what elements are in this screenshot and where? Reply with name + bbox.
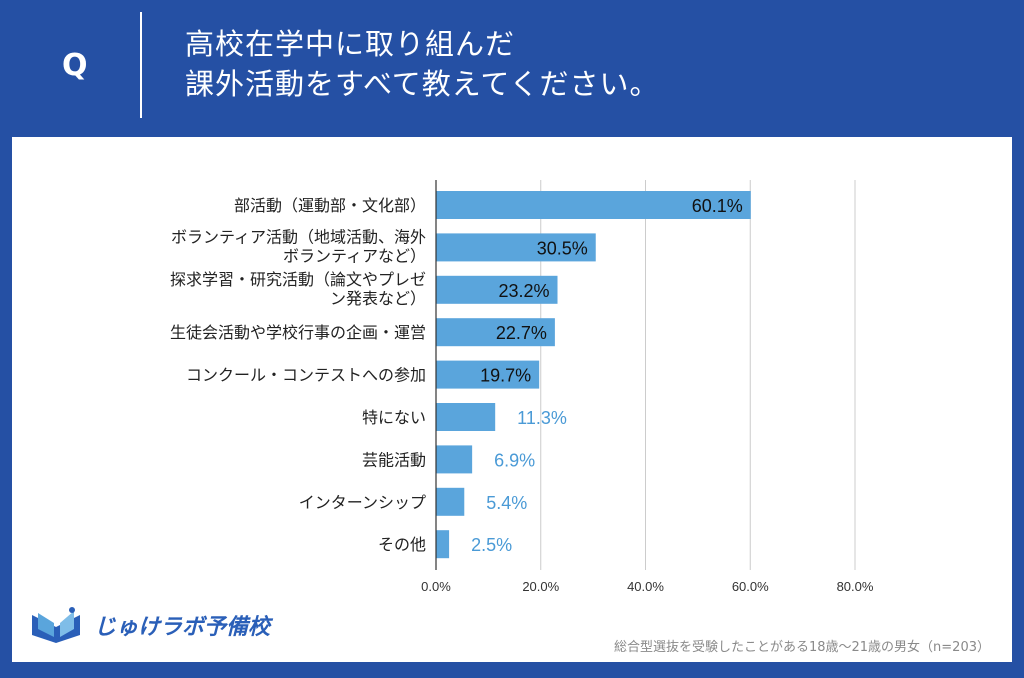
tick-label: 0.0% [421, 579, 451, 594]
bar [436, 275, 558, 304]
category-label: 特にない [362, 408, 426, 427]
divider [140, 12, 142, 118]
data-label: 30.5% [537, 238, 588, 258]
tick-label: 60.0% [732, 579, 769, 594]
category-label: ボランティア活動（地域活動、海外 [171, 227, 426, 246]
data-label: 22.7% [496, 323, 547, 343]
category-label: 生徒会活動や学校行事の企画・運営 [170, 323, 426, 342]
data-label: 5.4% [486, 493, 527, 513]
category-label: ン発表など） [330, 289, 426, 308]
data-label: 2.5% [471, 535, 512, 555]
bar [436, 318, 555, 347]
data-label: 11.3% [517, 408, 567, 428]
question-marker: Q [62, 48, 88, 83]
bar [436, 233, 596, 262]
survey-note: 総合型選抜を受験したことがある18歳～21歳の男女（n=203） [613, 640, 990, 655]
chart-panel [12, 137, 1012, 662]
category-label: ボランティアなど） [283, 246, 426, 265]
bar [436, 403, 496, 431]
book-logo-icon [32, 607, 80, 643]
tick-label: 20.0% [522, 579, 559, 594]
bar [436, 191, 751, 219]
bar [436, 445, 473, 474]
data-label: 6.9% [494, 450, 535, 470]
logo: じゅけラボ予備校 [28, 605, 270, 645]
title-line-1: 高校在学中に取り組んだ [185, 27, 516, 61]
tick-label: 40.0% [627, 579, 664, 594]
category-label: 部活動（運動部・文化部） [234, 196, 426, 215]
category-label: その他 [378, 535, 426, 554]
data-label: 19.7% [480, 366, 531, 386]
category-label: 探求学習・研究活動（論文やプレゼ [170, 270, 426, 289]
category-label: コンクール・コンテストへの参加 [186, 366, 426, 385]
question-title: 高校在学中に取り組んだ 課外活動をすべて教えてください。 [185, 24, 660, 104]
bar [436, 487, 465, 516]
bar [436, 530, 450, 559]
title-line-2: 課外活動をすべて教えてください。 [185, 67, 660, 101]
tick-label: 80.0% [837, 579, 874, 594]
bar [436, 360, 540, 389]
logo-text: じゅけラボ予備校 [94, 615, 271, 640]
category-label: 芸能活動 [362, 450, 426, 469]
data-label: 60.1% [692, 196, 743, 216]
category-label: インターンシップ [299, 493, 426, 512]
data-label: 23.2% [498, 281, 549, 301]
